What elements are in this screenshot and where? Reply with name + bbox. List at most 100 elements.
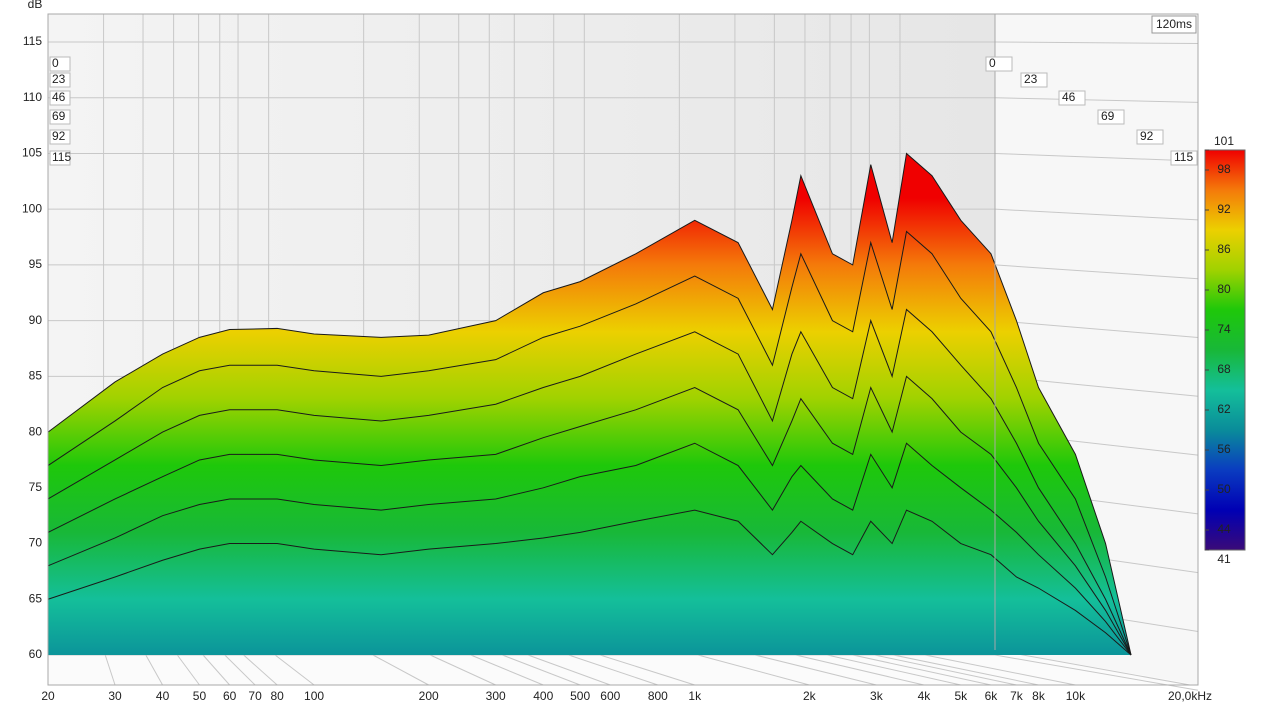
time-label-box bbox=[49, 150, 71, 166]
side-grid-line bbox=[994, 654, 1199, 691]
time-label: 46 bbox=[1062, 90, 1076, 104]
x-tick-label: 400 bbox=[533, 689, 553, 703]
slice-area bbox=[48, 510, 1132, 655]
colorbar-tick-label: 50 bbox=[1217, 482, 1231, 496]
x-tick-label: 30 bbox=[108, 689, 122, 703]
time-label-box bbox=[49, 129, 71, 145]
x-tick-label: 20,0kHz bbox=[1168, 689, 1212, 703]
time-label: 115 bbox=[52, 150, 71, 164]
slice-line bbox=[47, 375, 1132, 656]
plot-frame bbox=[47, 13, 1199, 686]
x-tick-label: 2k bbox=[803, 689, 817, 703]
floor-grid-line bbox=[679, 649, 810, 686]
time-label-box bbox=[1020, 72, 1048, 88]
floor-grid-line bbox=[103, 649, 116, 686]
x-tick-label: 5k bbox=[954, 689, 968, 703]
x-tick-label: 50 bbox=[193, 689, 207, 703]
colorbar-tick-label: 92 bbox=[1217, 202, 1231, 216]
x-tick-label: 200 bbox=[419, 689, 439, 703]
floor-grid-line bbox=[869, 649, 1039, 686]
floor-grid-line bbox=[553, 649, 659, 686]
floor-grid-line bbox=[458, 649, 544, 686]
x-tick-label: 800 bbox=[648, 689, 668, 703]
time-label-box bbox=[49, 72, 71, 88]
x-tick-label: 80 bbox=[271, 689, 285, 703]
slice-line bbox=[47, 230, 1132, 656]
time-range-label: 120ms bbox=[1156, 17, 1192, 31]
x-tick-label: 4k bbox=[918, 689, 932, 703]
x-tick-label: 3k bbox=[870, 689, 884, 703]
floor-grid-line bbox=[173, 649, 200, 686]
colorbar-tick-label: 80 bbox=[1217, 282, 1231, 296]
x-tick-label: 20 bbox=[41, 689, 55, 703]
x-tick-label: 600 bbox=[600, 689, 620, 703]
x-tick-label: 40 bbox=[156, 689, 170, 703]
time-label-box bbox=[1136, 129, 1164, 145]
floor-grid-line bbox=[804, 649, 961, 686]
time-label-box bbox=[1058, 90, 1086, 106]
floor-grid-line bbox=[774, 649, 925, 686]
x-tick-label: 60 bbox=[223, 689, 237, 703]
colorbar-tick-label: 56 bbox=[1217, 442, 1231, 456]
time-label: 0 bbox=[52, 56, 59, 70]
time-label: 23 bbox=[52, 72, 66, 86]
floor-grid-line bbox=[219, 649, 256, 686]
time-label: 0 bbox=[989, 56, 996, 70]
slice-line bbox=[47, 308, 1132, 656]
y-tick-label: 105 bbox=[22, 146, 42, 160]
x-tick-label: 1k bbox=[688, 689, 702, 703]
y-tick-label: 60 bbox=[29, 647, 43, 661]
colorbar-tick-label: 41 bbox=[1217, 552, 1231, 566]
floor-grid-line bbox=[142, 649, 164, 686]
x-tick-label: 100 bbox=[304, 689, 324, 703]
side-grid-line bbox=[994, 264, 1199, 280]
time-label: 69 bbox=[52, 109, 66, 123]
time-label: 92 bbox=[52, 129, 66, 143]
floor-grid-line bbox=[489, 649, 581, 686]
floor-grid-line bbox=[734, 649, 877, 686]
floor-grid-line bbox=[268, 649, 315, 686]
floor-grid-line bbox=[514, 649, 611, 686]
floor-grid-line bbox=[198, 649, 230, 686]
x-tick-label: 6k bbox=[985, 689, 999, 703]
colorbar-tick-label: 62 bbox=[1217, 402, 1231, 416]
floor-grid-line bbox=[363, 649, 429, 686]
slice-line bbox=[47, 442, 1132, 656]
y-tick-label: 90 bbox=[29, 313, 43, 327]
colorbar-tick-label: 98 bbox=[1217, 162, 1231, 176]
side-grid-line bbox=[994, 208, 1199, 221]
floor-grid-line bbox=[419, 649, 496, 686]
time-label-box bbox=[49, 56, 71, 72]
y-tick-label: 70 bbox=[29, 536, 43, 550]
y-tick-label: 85 bbox=[29, 369, 43, 383]
colorbar bbox=[1204, 149, 1246, 551]
slice-line bbox=[47, 509, 1132, 656]
y-tick-label: 100 bbox=[22, 201, 42, 215]
side-grid-line bbox=[994, 320, 1199, 338]
x-tick-label: 500 bbox=[570, 689, 590, 703]
y-tick-label: 65 bbox=[29, 591, 43, 605]
time-label: 115 bbox=[1174, 150, 1193, 164]
time-label-box bbox=[1170, 150, 1198, 166]
y-tick-label: 75 bbox=[29, 480, 43, 494]
floor-grid-line bbox=[994, 649, 1191, 686]
y-tick-label: 115 bbox=[23, 34, 42, 48]
y-tick-label: 110 bbox=[23, 90, 42, 104]
time-label-box bbox=[985, 56, 1013, 72]
x-tick-label: 8k bbox=[1032, 689, 1046, 703]
floor-grid-line bbox=[237, 649, 278, 686]
y-axis-label: dB bbox=[28, 0, 43, 11]
time-label: 69 bbox=[1101, 109, 1115, 123]
time-range-box bbox=[1151, 15, 1197, 34]
floor-grid-line bbox=[829, 649, 992, 686]
colorbar-tick-label: 44 bbox=[1217, 522, 1231, 536]
x-tick-label: 10k bbox=[1066, 689, 1086, 703]
time-label: 46 bbox=[52, 90, 66, 104]
floor-grid-line bbox=[850, 649, 1017, 686]
floor-grid-line bbox=[899, 649, 1076, 686]
y-tick-label: 80 bbox=[29, 424, 43, 438]
slice-line bbox=[47, 152, 1132, 656]
time-label: 92 bbox=[1140, 129, 1154, 143]
side-grid-line bbox=[994, 152, 1199, 162]
